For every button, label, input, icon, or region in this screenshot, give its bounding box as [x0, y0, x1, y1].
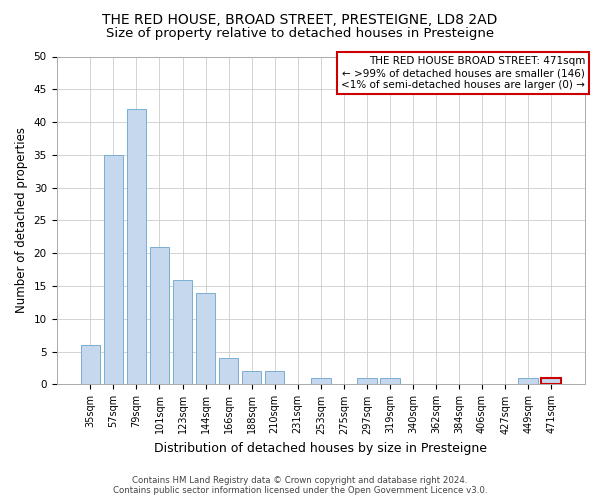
Bar — [173, 280, 193, 384]
Text: THE RED HOUSE BROAD STREET: 471sqm
← >99% of detached houses are smaller (146)
<: THE RED HOUSE BROAD STREET: 471sqm ← >99… — [341, 56, 585, 90]
Bar — [149, 246, 169, 384]
Bar — [380, 378, 400, 384]
X-axis label: Distribution of detached houses by size in Presteigne: Distribution of detached houses by size … — [154, 442, 487, 455]
Bar — [311, 378, 331, 384]
Bar — [265, 372, 284, 384]
Bar — [104, 155, 123, 384]
Bar — [541, 378, 561, 384]
Text: Contains HM Land Registry data © Crown copyright and database right 2024.
Contai: Contains HM Land Registry data © Crown c… — [113, 476, 487, 495]
Text: Size of property relative to detached houses in Presteigne: Size of property relative to detached ho… — [106, 28, 494, 40]
Y-axis label: Number of detached properties: Number of detached properties — [15, 128, 28, 314]
Bar — [196, 292, 215, 384]
Bar — [242, 372, 262, 384]
Bar — [127, 109, 146, 384]
Bar — [80, 345, 100, 385]
Bar — [518, 378, 538, 384]
Bar — [219, 358, 238, 384]
Bar — [357, 378, 377, 384]
Text: THE RED HOUSE, BROAD STREET, PRESTEIGNE, LD8 2AD: THE RED HOUSE, BROAD STREET, PRESTEIGNE,… — [103, 12, 497, 26]
